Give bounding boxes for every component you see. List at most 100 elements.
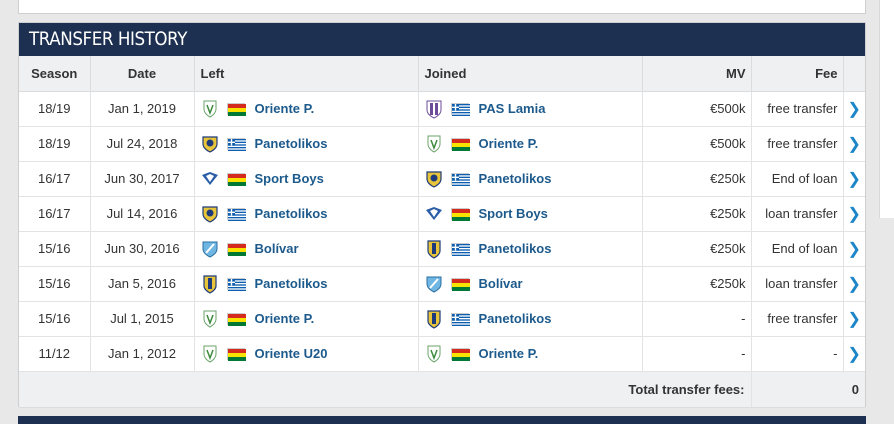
transfer-table: Season Date Left Joined MV Fee 18/19 Jan… xyxy=(19,56,865,408)
club-crest-icon[interactable] xyxy=(201,204,219,224)
table-header-row: Season Date Left Joined MV Fee xyxy=(19,56,865,92)
left-club-cell: Oriente P. xyxy=(194,91,419,127)
joined-club-cell: Sport Boys xyxy=(418,196,643,232)
joined-club-link[interactable]: Oriente P. xyxy=(478,346,539,361)
chevron-right-icon[interactable]: ❯ xyxy=(843,161,865,197)
fee-cell: - xyxy=(751,336,844,372)
joined-club-link[interactable]: Panetolikos xyxy=(478,241,552,256)
season-cell: 15/16 xyxy=(19,266,91,302)
chevron-right-icon[interactable]: ❯ xyxy=(843,126,865,162)
column-header-fee[interactable]: Fee xyxy=(751,56,844,92)
joined-club-link[interactable]: PAS Lamia xyxy=(478,101,546,116)
previous-card xyxy=(18,0,866,14)
date-cell: Jan 5, 2016 xyxy=(90,266,195,302)
fee-cell: End of loan xyxy=(751,231,844,267)
total-label: Total transfer fees: xyxy=(19,371,752,408)
market-value-cell: - xyxy=(642,336,752,372)
table-row: 16/17 Jul 14, 2016 Panetolikos Sport Boy… xyxy=(19,196,865,232)
market-value-cell: €500k xyxy=(642,126,752,162)
chevron-right-icon[interactable]: ❯ xyxy=(843,266,865,302)
season-cell: 16/17 xyxy=(19,161,91,197)
joined-club-cell: Oriente P. xyxy=(418,336,643,372)
left-club-cell: Oriente U20 xyxy=(194,336,419,372)
chevron-right-icon[interactable]: ❯ xyxy=(843,301,865,337)
club-crest-icon[interactable] xyxy=(425,169,443,189)
club-crest-icon[interactable] xyxy=(201,344,219,364)
left-club-link[interactable]: Oriente U20 xyxy=(254,346,328,361)
country-flag-icon xyxy=(226,242,246,256)
country-flag-icon xyxy=(226,277,246,291)
transfer-history-card: TRANSFER HISTORY Season Date Left Joined… xyxy=(18,22,866,408)
fee-cell: loan transfer xyxy=(751,196,844,232)
table-row: 15/16 Jun 30, 2016 Bolívar Panetolikos €… xyxy=(19,231,865,267)
chevron-right-icon[interactable]: ❯ xyxy=(843,196,865,232)
total-value: 0 xyxy=(751,371,865,408)
club-crest-icon[interactable] xyxy=(425,99,443,119)
club-crest-icon[interactable] xyxy=(425,134,443,154)
joined-club-link[interactable]: Oriente P. xyxy=(478,136,539,151)
date-cell: Jan 1, 2012 xyxy=(90,336,195,372)
club-crest-icon[interactable] xyxy=(201,239,219,259)
chevron-right-icon[interactable]: ❯ xyxy=(843,336,865,372)
market-value-cell: €250k xyxy=(642,196,752,232)
season-cell: 18/19 xyxy=(19,91,91,127)
left-club-link[interactable]: Oriente P. xyxy=(254,311,315,326)
chevron-right-icon[interactable]: ❯ xyxy=(843,91,865,127)
joined-club-cell: Panetolikos xyxy=(418,161,643,197)
next-section-header xyxy=(18,416,866,424)
left-club-link[interactable]: Sport Boys xyxy=(254,171,324,186)
country-flag-icon xyxy=(450,277,470,291)
club-crest-icon[interactable] xyxy=(201,309,219,329)
left-club-cell: Panetolikos xyxy=(194,196,419,232)
club-crest-icon[interactable] xyxy=(201,99,219,119)
country-flag-icon xyxy=(450,172,470,186)
fee-cell: free transfer xyxy=(751,91,844,127)
column-header-date[interactable]: Date xyxy=(90,56,195,92)
season-cell: 11/12 xyxy=(19,336,91,372)
left-club-cell: Panetolikos xyxy=(194,126,419,162)
left-club-cell: Panetolikos xyxy=(194,266,419,302)
left-club-link[interactable]: Panetolikos xyxy=(254,206,328,221)
country-flag-icon xyxy=(450,137,470,151)
club-crest-icon[interactable] xyxy=(201,169,219,189)
column-header-joined[interactable]: Joined xyxy=(418,56,643,92)
country-flag-icon xyxy=(226,102,246,116)
column-header-mv[interactable]: MV xyxy=(642,56,752,92)
market-value-cell: €250k xyxy=(642,231,752,267)
date-cell: Jan 1, 2019 xyxy=(90,91,195,127)
club-crest-icon[interactable] xyxy=(425,344,443,364)
joined-club-link[interactable]: Panetolikos xyxy=(478,311,552,326)
left-club-link[interactable]: Panetolikos xyxy=(254,136,328,151)
left-club-cell: Sport Boys xyxy=(194,161,419,197)
left-club-link[interactable]: Bolívar xyxy=(254,241,299,256)
club-crest-icon[interactable] xyxy=(425,309,443,329)
season-cell: 15/16 xyxy=(19,231,91,267)
left-club-link[interactable]: Oriente P. xyxy=(254,101,315,116)
club-crest-icon[interactable] xyxy=(201,274,219,294)
section-title: TRANSFER HISTORY xyxy=(29,28,188,50)
date-cell: Jul 24, 2018 xyxy=(90,126,195,162)
table-row: 11/12 Jan 1, 2012 Oriente U20 Oriente P.… xyxy=(19,336,865,372)
joined-club-link[interactable]: Bolívar xyxy=(478,276,523,291)
left-club-link[interactable]: Panetolikos xyxy=(254,276,328,291)
column-header-left[interactable]: Left xyxy=(194,56,419,92)
table-row: 15/16 Jul 1, 2015 Oriente P. Panetolikos… xyxy=(19,301,865,337)
column-header-season[interactable]: Season xyxy=(19,56,91,92)
country-flag-icon xyxy=(226,347,246,361)
table-row: 15/16 Jan 5, 2016 Panetolikos Bolívar €2… xyxy=(19,266,865,302)
chevron-right-icon[interactable]: ❯ xyxy=(843,231,865,267)
fee-cell: free transfer xyxy=(751,301,844,337)
country-flag-icon xyxy=(226,137,246,151)
country-flag-icon xyxy=(226,312,246,326)
club-crest-icon[interactable] xyxy=(425,239,443,259)
joined-club-link[interactable]: Sport Boys xyxy=(478,206,548,221)
date-cell: Jul 1, 2015 xyxy=(90,301,195,337)
club-crest-icon[interactable] xyxy=(425,274,443,294)
left-club-cell: Bolívar xyxy=(194,231,419,267)
club-crest-icon[interactable] xyxy=(201,134,219,154)
club-crest-icon[interactable] xyxy=(425,204,443,224)
joined-club-link[interactable]: Panetolikos xyxy=(478,171,552,186)
country-flag-icon xyxy=(450,312,470,326)
country-flag-icon xyxy=(450,207,470,221)
market-value-cell: €500k xyxy=(642,91,752,127)
